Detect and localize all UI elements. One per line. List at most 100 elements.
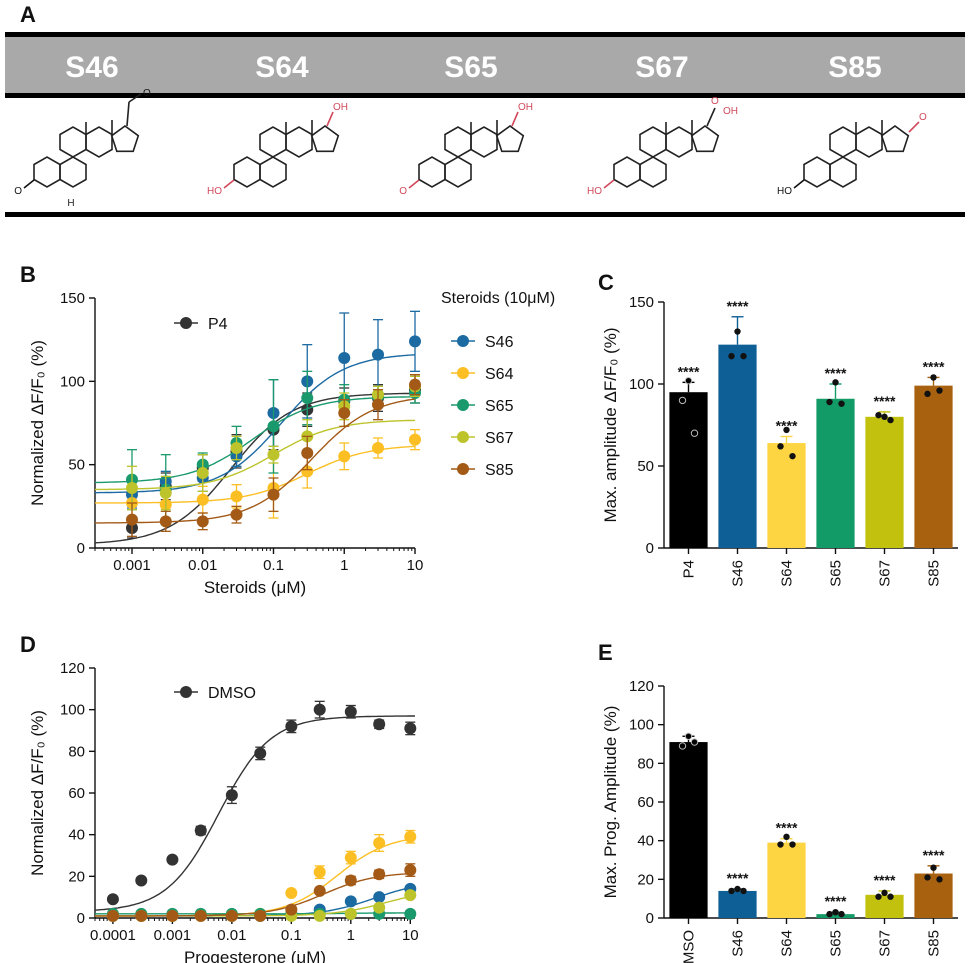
replicate-point: [690, 429, 699, 437]
data-point-s67: [230, 442, 243, 454]
y-tick-label: 150: [629, 294, 654, 311]
data-point-s67: [196, 467, 209, 479]
legend-label-s65: S65: [485, 398, 514, 415]
replicate-point: [783, 833, 790, 840]
x-tick-label: 0.01: [217, 927, 246, 944]
ring-2: [259, 156, 287, 188]
data-point-s46: [409, 335, 421, 348]
carboxyl-oh-label: OH: [723, 106, 738, 117]
data-point-s85: [254, 909, 267, 922]
x-tick-label: S46: [730, 930, 747, 957]
structure-header: S46 S64 S65 S67 S85: [5, 32, 965, 217]
structure-s46: O O H: [14, 88, 151, 209]
data-point-dmso: [225, 789, 238, 802]
ring-d: [880, 125, 910, 153]
fit-curve-p4: [94, 392, 415, 544]
header-label-s85: S85: [828, 51, 881, 84]
bar-s65: [816, 914, 855, 918]
x-tick-label: S64: [779, 930, 796, 957]
structure-s65: O OH: [399, 102, 533, 197]
data-point-s64: [372, 442, 385, 454]
replicate-point: [740, 352, 747, 360]
x-axis-title: Progesterone (μM): [184, 948, 326, 963]
x-axis-title: Steroids (μM): [204, 578, 306, 597]
ring-2: [59, 156, 87, 188]
replicate-point: [826, 910, 833, 918]
y-tick-label: 100: [629, 717, 654, 734]
replicate-point: [924, 390, 931, 398]
substituent-label: O: [14, 186, 22, 197]
ring-1: [613, 156, 641, 188]
bar-dmso: [669, 742, 708, 918]
carbonyl-label: O: [711, 96, 719, 107]
replicate-point: [777, 443, 784, 450]
fit-curve-s65: [94, 396, 415, 484]
fit-curve-s64: [95, 445, 416, 504]
data-point-s85: [344, 874, 357, 887]
data-point-s85: [409, 378, 421, 391]
data-point-s85: [135, 909, 148, 922]
significance-label: ****: [923, 847, 945, 863]
ring-d: [495, 125, 525, 153]
data-point-s46: [338, 352, 351, 364]
panel-letter-e: E: [598, 640, 613, 665]
bar-group-dmso: DMSO: [669, 732, 708, 963]
replicate-point: [930, 864, 937, 871]
y-tick-label: 0: [77, 910, 85, 927]
bar-s46: [718, 344, 757, 548]
data-point-s64: [313, 866, 326, 879]
y-tick-label: 20: [68, 868, 85, 885]
header-top-rule: [5, 32, 965, 37]
x-tick-label: S64: [779, 560, 796, 587]
data-point-s67: [344, 907, 357, 920]
hydroxy-bond: [326, 111, 334, 127]
legend-label-p4: P4: [208, 316, 228, 333]
ring-4: [855, 126, 883, 158]
structure-bottom-rule: [5, 212, 965, 217]
data-point-s67: [267, 448, 280, 461]
data-point-s64: [230, 490, 243, 503]
data-point-s85: [106, 909, 119, 922]
series-dmso: [94, 700, 417, 911]
legend-entry-s85: S85: [451, 462, 514, 479]
legend-marker: [457, 367, 469, 379]
replicate-point: [734, 885, 741, 893]
header-label-s67: S67: [635, 51, 688, 84]
data-point-s67: [373, 901, 386, 914]
replicate-point: [887, 416, 894, 424]
bar-group-s46: **** S46: [718, 298, 757, 587]
data-point-s46: [344, 895, 357, 908]
data-point-s85: [267, 488, 280, 501]
y-axis-title: Max. amplitude ΔF/F₀ (%): [601, 327, 620, 522]
series-s85: [95, 863, 417, 922]
ring-4: [285, 126, 313, 158]
data-point-s64: [338, 450, 351, 463]
legend-label-s85: S85: [485, 462, 514, 479]
bar-group-s64: **** S64: [767, 417, 806, 587]
substituent-label: HO: [587, 186, 602, 197]
panel-letter-d: D: [20, 632, 36, 657]
replicate-point: [930, 374, 937, 381]
x-tick-label: S46: [730, 560, 747, 587]
bar-p4: [669, 392, 708, 548]
data-point-s85: [196, 515, 209, 528]
fit-curve-s46: [95, 354, 416, 494]
significance-label: ****: [727, 298, 749, 314]
y-tick-label: 40: [68, 827, 85, 844]
ring-3: [639, 126, 667, 158]
header-label-s64: S64: [255, 51, 309, 84]
y-axis-title: Normalized ΔF/F₀ (%): [28, 340, 47, 506]
significance-label: ****: [825, 365, 847, 381]
y-tick-label: 150: [60, 290, 85, 307]
x-tick-label: 10: [407, 557, 424, 574]
data-point-dmso: [166, 853, 179, 866]
significance-label: ****: [727, 870, 749, 886]
header-label-s65: S65: [444, 51, 497, 84]
header-label-s46: S46: [65, 51, 118, 84]
ring-1: [233, 156, 261, 188]
y-tick-label: 20: [637, 871, 654, 888]
panel-letter-a: A: [20, 2, 36, 27]
x-tick-label: 0.1: [263, 557, 284, 574]
